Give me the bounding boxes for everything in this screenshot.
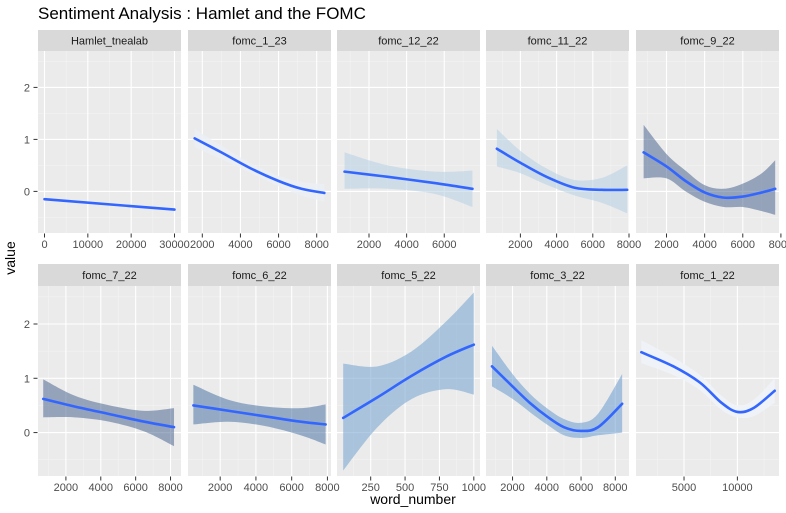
facet-strip-label: fomc_12_22 xyxy=(378,36,439,48)
x-tick-label: 4000 xyxy=(535,482,559,494)
x-tick-label: 2000 xyxy=(654,239,678,251)
x-tick-label: 2000 xyxy=(357,239,381,251)
x-tick-label: 8000 xyxy=(304,239,328,251)
x-tick-label: 2000 xyxy=(54,482,78,494)
trend-line xyxy=(495,147,629,192)
facet-panel: Hamlet_tnealab 0 10000 20000 30000 xyxy=(38,30,190,251)
facet-panel: fomc_3_22 2000 4000 6000 8000 xyxy=(486,264,629,494)
y-tick-label: 2 xyxy=(24,82,30,94)
x-tick-label: 2000 xyxy=(190,239,214,251)
confidence-band xyxy=(641,340,775,419)
facet-strip xyxy=(188,30,331,51)
x-tick-label: 6000 xyxy=(569,482,593,494)
x-axis-title: word_number xyxy=(369,491,456,507)
x-tick-label: 4000 xyxy=(394,239,418,251)
facet-panel: fomc_6_22 2000 4000 6000 8000 xyxy=(188,264,340,494)
facet-panels: Hamlet_tnealab 0 10000 20000 30000 fomc_1_23 2… xyxy=(38,30,786,494)
facet-strip-label: fomc_5_22 xyxy=(381,270,435,282)
x-tick-label: 30000 xyxy=(159,239,190,251)
y-tick-label: 0 xyxy=(24,428,30,440)
facet-strip xyxy=(636,264,779,286)
x-tick-label: 6000 xyxy=(266,239,290,251)
trend-line xyxy=(640,350,777,414)
x-tick-label: 8000 xyxy=(603,482,627,494)
x-tick-label: 8000 xyxy=(617,239,641,251)
trend-line xyxy=(41,397,176,429)
facet-strip xyxy=(188,264,331,286)
facet-strip-label: fomc_1_23 xyxy=(232,36,286,48)
x-tick-label: 6000 xyxy=(123,482,147,494)
x-tick-label: 4000 xyxy=(228,239,252,251)
y-tick-label: 0 xyxy=(24,186,30,198)
x-tick-label: 6000 xyxy=(279,482,303,494)
x-tick-label: 2000 xyxy=(208,482,232,494)
x-tick-label: 4000 xyxy=(544,239,568,251)
confidence-band xyxy=(643,124,776,215)
x-tick-label: 4000 xyxy=(692,239,716,251)
x-tick-label: 500 xyxy=(396,482,414,494)
x-tick-label: 6000 xyxy=(581,239,605,251)
facet-strip xyxy=(486,264,629,286)
facet-strip xyxy=(337,30,480,51)
x-tick-label: 2000 xyxy=(508,239,532,251)
x-tick-label: 1000 xyxy=(462,482,486,494)
y-tick-label: 1 xyxy=(24,134,30,146)
trend-line xyxy=(490,365,624,433)
x-tick-label: 8000 xyxy=(315,482,339,494)
facet-strip xyxy=(38,264,181,286)
x-tick-label: 4000 xyxy=(89,482,113,494)
trend-line xyxy=(341,343,476,420)
confidence-band xyxy=(343,292,474,471)
x-tick-label: 8000 xyxy=(158,482,182,494)
chart-title: Sentiment Analysis : Hamlet and the FOMC xyxy=(38,4,366,23)
facet-strip-label: fomc_9_22 xyxy=(680,36,734,48)
facet-panel: fomc_11_22 2000 4000 6000 8000 xyxy=(486,30,641,251)
x-tick-label: 4000 xyxy=(244,482,268,494)
x-tick-label: 6000 xyxy=(731,239,755,251)
trend-line xyxy=(192,404,327,426)
y-tick-label: 1 xyxy=(24,373,30,385)
facet-panel: fomc_1_23 2000 4000 6000 8000 xyxy=(188,30,331,251)
facet-panel: fomc_12_22 2000 4000 6000 xyxy=(337,30,480,251)
x-tick-label: 750 xyxy=(430,482,448,494)
trend-line xyxy=(193,137,326,195)
facet-panel: fomc_5_22 250 500 750 1000 xyxy=(337,264,486,494)
y-tick-label: 2 xyxy=(24,319,30,331)
trend-line xyxy=(642,151,777,200)
x-tick-label: 6000 xyxy=(432,239,456,251)
facet-strip xyxy=(486,30,629,51)
y-axes: 0 1 2 0 1 2 xyxy=(24,82,38,440)
facet-strip-label: fomc_3_22 xyxy=(530,270,584,282)
x-tick-label: 10000 xyxy=(73,239,104,251)
facet-strip xyxy=(636,30,779,51)
x-tick-label: 5000 xyxy=(672,482,696,494)
facet-strip xyxy=(337,264,480,286)
confidence-band xyxy=(194,129,325,202)
x-tick-label: 0 xyxy=(41,239,47,251)
panel-background xyxy=(38,286,181,476)
facet-strip-label: fomc_6_22 xyxy=(232,270,286,282)
x-tick-label: 250 xyxy=(362,482,380,494)
facet-panel: fomc_9_22 2000 4000 6000 8000 xyxy=(636,30,786,251)
x-tick-label: 20000 xyxy=(116,239,147,251)
confidence-band xyxy=(496,129,628,214)
x-tick-label: 2000 xyxy=(500,482,524,494)
panel-background xyxy=(636,286,779,476)
facet-strip-label: fomc_11_22 xyxy=(528,36,588,48)
y-axis-title: value xyxy=(2,241,18,275)
facet-strip-label: Hamlet_tnealab xyxy=(71,36,148,48)
x-tick-label: 8000 xyxy=(769,239,786,251)
panel-background xyxy=(337,51,480,233)
trend-line xyxy=(343,170,474,191)
panel-background xyxy=(188,286,331,476)
facet-strip-label: fomc_1_22 xyxy=(680,270,734,282)
facet-panel: fomc_7_22 2000 4000 6000 8000 xyxy=(38,264,183,494)
trend-line xyxy=(43,197,176,211)
x-tick-label: 10000 xyxy=(722,482,753,494)
facet-strip-label: fomc_7_22 xyxy=(82,270,136,282)
facet-panel: fomc_1_22 5000 10000 xyxy=(636,264,779,494)
facet-strip xyxy=(38,30,181,51)
